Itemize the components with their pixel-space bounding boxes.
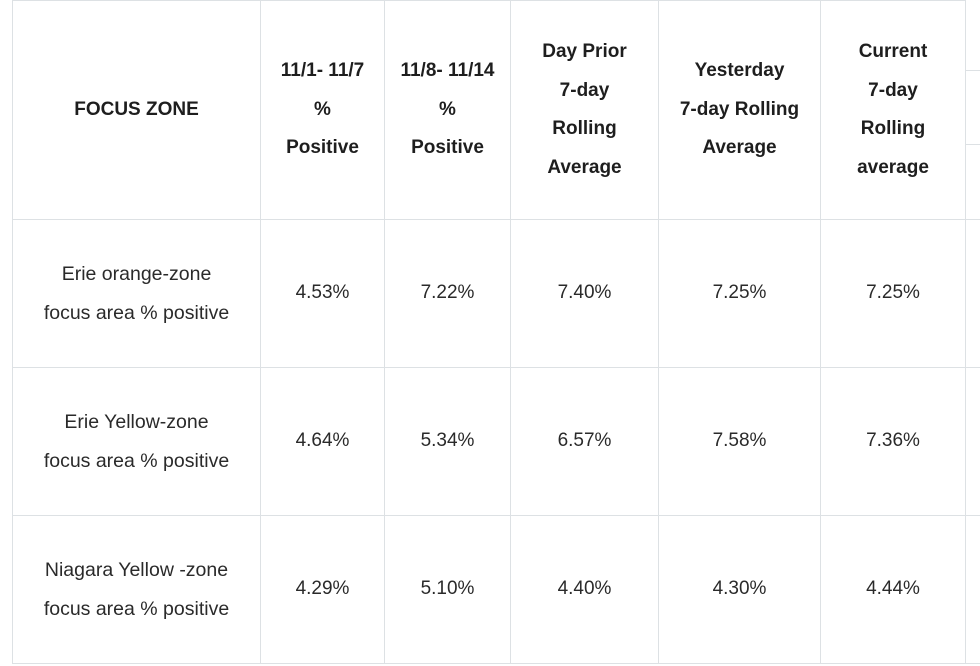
- header-line: Average: [702, 137, 777, 159]
- value-cell: 6.57%: [510, 367, 659, 516]
- header-line: Yesterday: [694, 60, 785, 82]
- value-cell: 7.40%: [510, 219, 659, 368]
- value-cell: 4.29%: [260, 515, 385, 664]
- header-day-prior-average: Day Prior 7-day Rolling Average: [510, 0, 659, 220]
- header-line: FOCUS ZONE: [74, 99, 199, 120]
- header-extra-column: [965, 0, 980, 220]
- value-cell: 4.64%: [260, 367, 385, 516]
- value-cell: 4.53%: [260, 219, 385, 368]
- header-divider: [965, 70, 980, 71]
- header-line: Current: [858, 41, 928, 62]
- header-line: Rolling: [552, 118, 617, 139]
- header-line: 11/8- 11/14: [400, 60, 495, 82]
- value-cell: 7.36%: [820, 367, 966, 516]
- zone-name-line: focus area % positive: [43, 597, 230, 620]
- focus-zone-table: FOCUS ZONE 11/1- 11/7 % Positive 11/8- 1…: [12, 0, 980, 664]
- header-line: Average: [547, 156, 622, 178]
- value-cell: 7.25%: [658, 219, 821, 368]
- value-cell: 7.22%: [384, 219, 511, 368]
- header-line: Positive: [286, 137, 359, 159]
- header-line: %: [439, 98, 456, 120]
- zone-name-cell: Erie Yellow-zone focus area % positive: [12, 367, 261, 516]
- header-week2-positive: 11/8- 11/14 % Positive: [384, 0, 511, 220]
- value-cell: 4.44%: [820, 515, 966, 664]
- header-line: Day Prior: [542, 41, 627, 62]
- header-line: Positive: [411, 137, 484, 159]
- table-row: Niagara Yellow -zone focus area % positi…: [12, 515, 980, 664]
- zone-name-line: focus area % positive: [43, 449, 230, 472]
- zone-name-line: Erie Yellow-zone: [64, 411, 209, 433]
- header-week1-positive: 11/1- 11/7 % Positive: [260, 0, 385, 220]
- value-cell: 7.58%: [658, 367, 821, 516]
- extra-cell: [965, 367, 980, 516]
- value-cell: 7.25%: [820, 219, 966, 368]
- header-line: 11/1- 11/7: [280, 60, 365, 82]
- header-line: 7-day: [559, 79, 610, 101]
- header-row: FOCUS ZONE 11/1- 11/7 % Positive 11/8- 1…: [12, 0, 980, 220]
- value-cell: 5.34%: [384, 367, 511, 516]
- header-line: 7-day: [868, 79, 918, 101]
- header-divider: [965, 144, 980, 145]
- extra-cell: [965, 219, 980, 368]
- header-focus-zone: FOCUS ZONE: [12, 0, 261, 220]
- value-cell: 5.10%: [384, 515, 511, 664]
- extra-cell: [965, 515, 980, 664]
- header-line: %: [314, 98, 331, 120]
- header-line: Rolling: [860, 118, 926, 139]
- zone-name-cell: Erie orange-zone focus area % positive: [12, 219, 261, 368]
- zone-name-cell: Niagara Yellow -zone focus area % positi…: [12, 515, 261, 664]
- zone-name-line: focus area % positive: [43, 301, 230, 324]
- zone-name-line: Niagara Yellow -zone: [44, 559, 229, 581]
- table-row: Erie orange-zone focus area % positive 4…: [12, 219, 980, 368]
- header-line: average: [857, 156, 929, 178]
- zone-name-line: Erie orange-zone: [61, 263, 212, 285]
- header-line: 7-day Rolling: [679, 98, 800, 120]
- header-current-average: Current 7-day Rolling average: [820, 0, 966, 220]
- header-yesterday-average: Yesterday 7-day Rolling Average: [658, 0, 821, 220]
- table-row: Erie Yellow-zone focus area % positive 4…: [12, 367, 980, 516]
- value-cell: 4.30%: [658, 515, 821, 664]
- value-cell: 4.40%: [510, 515, 659, 664]
